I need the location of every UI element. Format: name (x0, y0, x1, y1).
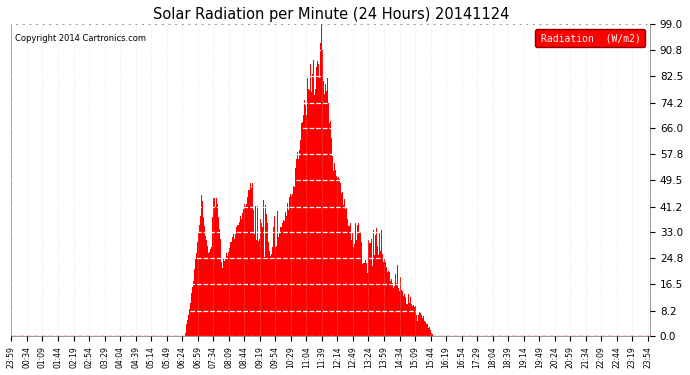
Title: Solar Radiation per Minute (24 Hours) 20141124: Solar Radiation per Minute (24 Hours) 20… (152, 7, 509, 22)
Text: Copyright 2014 Cartronics.com: Copyright 2014 Cartronics.com (14, 34, 146, 43)
Legend: Radiation  (W/m2): Radiation (W/m2) (535, 29, 645, 47)
